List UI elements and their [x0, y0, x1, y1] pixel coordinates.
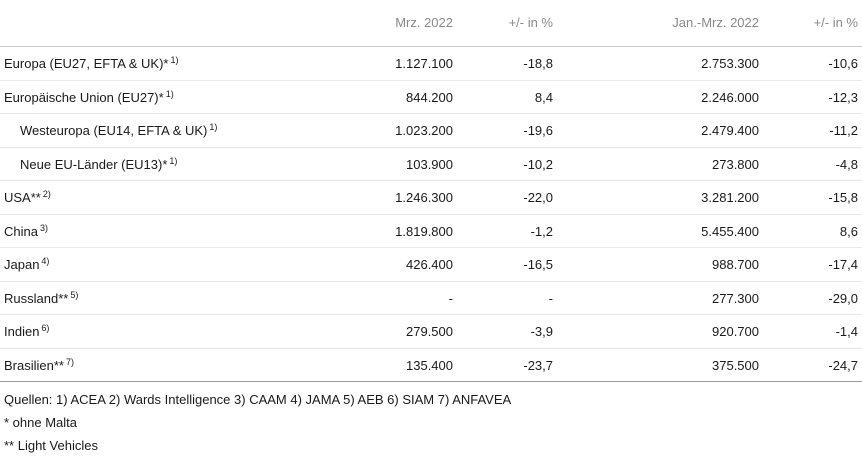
footnote-ref: 5) — [70, 289, 79, 300]
cell-change-ytd: -10,6 — [828, 56, 858, 71]
cell-mrz: 135.400 — [406, 357, 453, 373]
table-row: USA** 2) 1.246.300 -22,0 3.281.200 -15,8 — [0, 181, 862, 215]
cell-ytd: 2.753.300 — [701, 56, 759, 71]
cell-ytd: 2.479.400 — [701, 123, 759, 138]
footnote-ref: 1) — [165, 88, 174, 99]
cell-change-ytd: -17,4 — [828, 257, 858, 272]
table-row: Europa (EU27, EFTA & UK)* 1) 1.127.100 -1… — [0, 47, 862, 81]
cell-ytd: 273.800 — [712, 156, 759, 172]
table-row: Brasilien** 7) 135.400 -23,7 375.500 -24,… — [0, 349, 862, 382]
table-body: Europa (EU27, EFTA & UK)* 1) 1.127.100 -1… — [0, 47, 862, 382]
footnote-ref: 1) — [169, 155, 178, 166]
cell-change-mrz: -23,7 — [523, 357, 553, 373]
table-row: Europäische Union (EU27)* 1) 844.200 8,4 … — [0, 81, 862, 114]
row-label: Neue EU-Länder (EU13)* 1) — [20, 155, 178, 172]
row-label: Indien 6) — [4, 323, 50, 339]
cell-change-ytd: -24,7 — [828, 357, 858, 373]
row-label: Westeuropa (EU14, EFTA & UK) 1) — [20, 122, 218, 138]
cell-change-mrz: -18,8 — [523, 56, 553, 71]
row-label: USA** 2) — [4, 189, 51, 205]
header-jan-mrz-2022: Jan.-Mrz. 2022 — [672, 15, 759, 30]
header-mrz-2022: Mrz. 2022 — [395, 15, 453, 30]
footnote-ref: 3) — [39, 222, 48, 233]
cell-change-mrz: -1,2 — [530, 223, 553, 239]
table-row: Westeuropa (EU14, EFTA & UK) 1) 1.023.200… — [0, 114, 862, 148]
cell-mrz: 1.819.800 — [395, 223, 453, 239]
row-label: Europa (EU27, EFTA & UK)* 1) — [4, 55, 179, 71]
cell-ytd: 3.281.200 — [701, 190, 759, 205]
cell-change-mrz: -19,6 — [523, 123, 553, 138]
table-row: Indien 6) 279.500 -3,9 920.700 -1,4 — [0, 315, 862, 349]
row-label: Europäische Union (EU27)* 1) — [4, 88, 174, 105]
header-change-mrz: +/- in % — [508, 15, 553, 30]
footnote-ref: 4) — [41, 256, 50, 266]
row-label: China 3) — [4, 222, 48, 239]
cell-mrz: 1.246.300 — [395, 190, 453, 205]
cell-ytd: 375.500 — [712, 357, 759, 373]
cell-ytd: 2.246.000 — [701, 89, 759, 105]
footnote-ref: 1) — [170, 55, 179, 65]
cell-ytd: 988.700 — [712, 257, 759, 272]
cell-ytd: 277.300 — [712, 290, 759, 306]
cell-mrz: 1.127.100 — [395, 56, 453, 71]
table-row: Neue EU-Länder (EU13)* 1) 103.900 -10,2 2… — [0, 148, 862, 181]
row-label: Japan 4) — [4, 256, 50, 272]
table-footer: Quellen: 1) ACEA 2) Wards Intelligence 3… — [4, 392, 511, 461]
cell-change-ytd: 8,6 — [839, 223, 858, 239]
footnote-ref: 6) — [41, 323, 50, 333]
footnote-light-vehicles: ** Light Vehicles — [4, 438, 98, 453]
cell-change-mrz: -16,5 — [523, 257, 553, 272]
footnote-ref: 2) — [42, 189, 51, 199]
footnote-malta: * ohne Malta — [4, 415, 77, 430]
cell-change-ytd: -4,8 — [835, 156, 858, 172]
cell-change-ytd: -15,8 — [828, 190, 858, 205]
cell-change-mrz: -10,2 — [523, 156, 553, 172]
cell-mrz: 103.900 — [406, 156, 453, 172]
sources-note: Quellen: 1) ACEA 2) Wards Intelligence 3… — [4, 392, 512, 407]
cell-change-mrz: -22,0 — [523, 190, 553, 205]
footnote-ref: 7) — [65, 356, 74, 367]
cell-mrz: 279.500 — [406, 324, 453, 339]
cell-change-mrz: -3,9 — [530, 324, 553, 339]
cell-mrz: 426.400 — [406, 257, 453, 272]
table-row: Japan 4) 426.400 -16,5 988.700 -17,4 — [0, 248, 862, 282]
row-label: Brasilien** 7) — [4, 356, 74, 373]
cell-mrz: 844.200 — [406, 89, 453, 105]
cell-ytd: 5.455.400 — [701, 223, 759, 239]
cell-change-mrz: - — [548, 290, 553, 306]
header-change-ytd: +/- in % — [813, 15, 858, 30]
table-row: China 3) 1.819.800 -1,2 5.455.400 8,6 — [0, 215, 862, 248]
cell-change-ytd: -11,2 — [829, 123, 858, 138]
cell-mrz: - — [448, 290, 453, 306]
row-label: Russland** 5) — [4, 289, 79, 306]
cell-mrz: 1.023.200 — [395, 123, 453, 138]
cell-change-ytd: -29,0 — [828, 290, 858, 306]
table-row: Russland** 5) - - 277.300 -29,0 — [0, 282, 862, 315]
footnote-ref: 1) — [209, 122, 218, 132]
cell-change-ytd: -12,3 — [828, 89, 858, 105]
cell-change-ytd: -1,4 — [835, 324, 858, 339]
table-header: Mrz. 2022 +/- in % Jan.-Mrz. 2022 +/- in… — [0, 0, 862, 47]
cell-ytd: 920.700 — [712, 324, 759, 339]
cell-change-mrz: 8,4 — [534, 89, 553, 105]
